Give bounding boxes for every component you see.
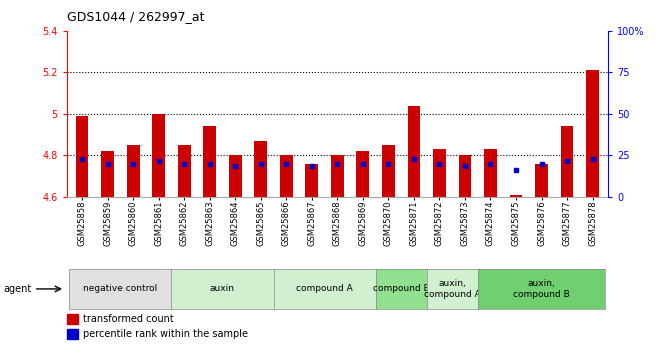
- Bar: [255, 141, 267, 197]
- Bar: [510, 195, 522, 197]
- Bar: [305, 164, 318, 197]
- Bar: [280, 155, 293, 197]
- Text: auxin,
compound A: auxin, compound A: [424, 279, 480, 299]
- Bar: [382, 145, 395, 197]
- Bar: [433, 149, 446, 197]
- Text: negative control: negative control: [84, 284, 158, 294]
- Bar: [152, 114, 165, 197]
- Bar: [407, 106, 420, 197]
- Bar: [178, 145, 190, 197]
- Bar: [75, 116, 88, 197]
- Bar: [127, 145, 140, 197]
- Text: compound B: compound B: [373, 284, 430, 294]
- Text: transformed count: transformed count: [84, 314, 174, 324]
- Bar: [357, 151, 369, 197]
- Bar: [484, 149, 497, 197]
- Text: auxin: auxin: [210, 284, 235, 294]
- Bar: [331, 155, 344, 197]
- Bar: [67, 329, 77, 339]
- Text: percentile rank within the sample: percentile rank within the sample: [84, 329, 248, 339]
- Bar: [535, 164, 548, 197]
- Bar: [67, 314, 77, 324]
- Bar: [587, 70, 599, 197]
- Bar: [229, 155, 242, 197]
- Text: agent: agent: [3, 284, 31, 294]
- Bar: [102, 151, 114, 197]
- Bar: [458, 155, 472, 197]
- Text: compound A: compound A: [296, 284, 353, 294]
- Text: auxin,
compound B: auxin, compound B: [513, 279, 570, 299]
- Bar: [560, 126, 573, 197]
- Text: GDS1044 / 262997_at: GDS1044 / 262997_at: [67, 10, 204, 23]
- Bar: [203, 126, 216, 197]
